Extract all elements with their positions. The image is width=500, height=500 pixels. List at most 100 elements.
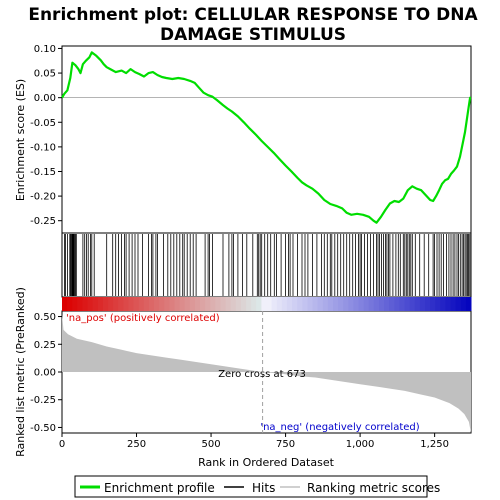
color-bar-segment-42 — [276, 297, 283, 311]
metric-y-tick-label-4: 0.50 — [34, 312, 56, 323]
color-bar-segment-3 — [77, 297, 83, 311]
color-bar-segment-33 — [230, 297, 237, 311]
es-y-tick-label-0: -0.25 — [30, 216, 56, 227]
color-bar-segment-65 — [394, 297, 400, 311]
color-bar-segment-66 — [399, 297, 406, 311]
hits-layer — [64, 234, 471, 296]
color-bar-segment-28 — [205, 297, 211, 311]
color-bar-segment-35 — [240, 297, 247, 311]
color-bar-segment-22 — [174, 297, 181, 311]
color-bar-segment-62 — [378, 297, 385, 311]
color-bar-segment-74 — [440, 297, 446, 311]
color-bar-segment-0 — [62, 297, 68, 311]
color-bar-segment-67 — [404, 297, 411, 311]
color-bar-segment-19 — [159, 297, 165, 311]
x-tick-label-0: 0 — [59, 439, 65, 450]
color-bar-segment-24 — [184, 297, 191, 311]
color-bar-segment-47 — [302, 297, 308, 311]
color-bar-segment-31 — [220, 297, 227, 311]
color-bar-segment-20 — [164, 297, 170, 311]
color-bar-segment-29 — [210, 297, 216, 311]
color-bar-segment-2 — [72, 297, 78, 311]
color-bar-segment-32 — [225, 297, 232, 311]
color-bar-segment-21 — [169, 297, 175, 311]
color-bar-segment-8 — [102, 297, 109, 311]
x-tick-label-5: 1,250 — [420, 439, 449, 450]
legend-label-enrichment-profile: Enrichment profile — [104, 481, 215, 495]
es-y-tick-label-1: -0.20 — [30, 192, 56, 203]
color-bar-segment-59 — [363, 297, 370, 311]
ranking-metric-area — [62, 314, 471, 433]
color-bar-segment-55 — [343, 297, 349, 311]
rank-color-bar — [62, 297, 472, 311]
color-bar-segment-73 — [435, 297, 441, 311]
x-tick-label-2: 500 — [202, 439, 221, 450]
color-bar-segment-44 — [286, 297, 293, 311]
color-bar-segment-12 — [123, 297, 129, 311]
color-bar-segment-7 — [97, 297, 104, 311]
color-bar-segment-61 — [373, 297, 380, 311]
zero-cross-label: Zero cross at 673 — [218, 369, 306, 380]
color-bar-segment-11 — [118, 297, 124, 311]
neg-correlated-label: 'na_neg' (negatively correlated) — [260, 422, 419, 433]
color-bar-segment-37 — [251, 297, 257, 311]
color-bar-segment-15 — [138, 297, 145, 311]
color-bar-segment-76 — [450, 297, 457, 311]
metric-y-tick-label-2: 0.00 — [34, 368, 56, 379]
color-bar-segment-57 — [353, 297, 360, 311]
metric-y-tick-label-1: -0.25 — [30, 395, 56, 406]
es-y-tick-label-7: 0.10 — [34, 44, 56, 55]
color-bar-segment-13 — [128, 297, 135, 311]
chart-title-line-1: Enrichment plot: CELLULAR RESPONSE TO DN… — [28, 5, 478, 25]
color-bar-segment-9 — [108, 297, 114, 311]
color-bar-segment-54 — [338, 297, 344, 311]
color-bar-segment-69 — [414, 297, 421, 311]
metric-y-tick-label-0: -0.50 — [30, 423, 56, 434]
legend-box — [74, 475, 428, 498]
color-bar-segment-26 — [194, 297, 201, 311]
es-y-axis-label: Enrichment score (ES) — [14, 79, 27, 201]
color-bar-segment-10 — [113, 297, 119, 311]
color-bar-segment-48 — [307, 297, 314, 311]
metric-layer — [62, 311, 471, 433]
color-bar-segment-39 — [261, 297, 267, 311]
x-tick-label-4: 1,000 — [346, 439, 375, 450]
es-y-tick-label-3: -0.10 — [30, 142, 56, 153]
color-bar-segment-49 — [312, 297, 319, 311]
color-bar-segment-46 — [297, 297, 303, 311]
color-bar-segment-72 — [430, 297, 436, 311]
color-bar-segment-34 — [235, 297, 242, 311]
color-bar-segment-75 — [445, 297, 452, 311]
color-bar-segment-5 — [87, 297, 94, 311]
color-bar-segment-56 — [348, 297, 354, 311]
color-bar-segment-53 — [332, 297, 339, 311]
legend-label-ranking-metric: Ranking metric scores — [307, 481, 440, 495]
x-tick-label-3: 750 — [276, 439, 295, 450]
color-bar-segment-4 — [82, 297, 89, 311]
es-y-tick-label-2: -0.15 — [30, 167, 56, 178]
es-y-tick-label-5: 0.00 — [34, 93, 56, 104]
color-bar-segment-41 — [271, 297, 278, 311]
hits-panel — [61, 232, 472, 298]
color-bar-segment-70 — [419, 297, 426, 311]
color-bar-segment-58 — [358, 297, 365, 311]
color-bar-segment-78 — [460, 297, 467, 311]
enrichment-panel — [61, 45, 472, 234]
color-bar-segment-63 — [384, 297, 390, 311]
color-bar-segment-40 — [266, 297, 273, 311]
chart-title-line-2: DAMAGE STIMULUS — [160, 25, 346, 45]
color-bar-segment-64 — [389, 297, 395, 311]
color-bar-segment-43 — [281, 297, 288, 311]
color-bar-segment-30 — [215, 297, 221, 311]
color-bar-segment-38 — [256, 297, 262, 311]
color-bar-segment-6 — [92, 297, 99, 311]
color-bar-segment-52 — [327, 297, 334, 311]
metric-y-tick-label-3: 0.25 — [34, 340, 56, 351]
color-bar-segment-51 — [322, 297, 329, 311]
legend: Enrichment profile Hits Ranking metric s… — [74, 475, 440, 498]
enrichment-profile-line — [61, 51, 472, 224]
legend-label-hits: Hits — [252, 481, 275, 495]
metric-y-axis-label: Ranked list metric (PreRanked) — [14, 287, 27, 457]
color-bar-segment-1 — [67, 297, 73, 311]
